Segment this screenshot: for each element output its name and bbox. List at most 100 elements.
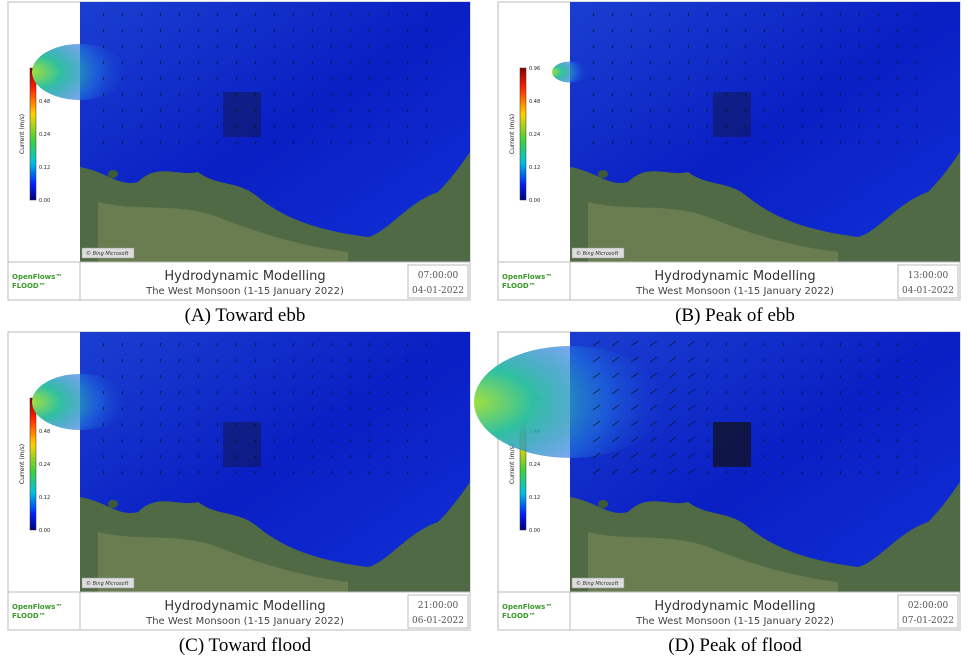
caption: (A) Toward ebb — [185, 305, 306, 326]
flow-arrow — [592, 420, 601, 427]
flow-arrow — [820, 140, 823, 145]
flow-arrow — [858, 358, 861, 363]
flow-arrow — [839, 12, 842, 17]
flow-arrow — [858, 390, 861, 395]
flow-arrow — [630, 468, 639, 475]
flow-arrow — [140, 60, 143, 65]
flow-arrow — [839, 374, 842, 379]
flow-arrow — [858, 342, 861, 347]
flow-arrow — [273, 358, 276, 363]
flow-arrow — [915, 44, 918, 49]
flow-arrow — [896, 60, 899, 65]
flow-arrow — [801, 140, 804, 145]
flow-arrow — [896, 92, 899, 97]
flow-arrow — [915, 470, 918, 475]
flow-arrow — [782, 390, 785, 395]
attribution: © Bing Microsoft — [576, 250, 619, 257]
flow-arrow — [368, 422, 371, 427]
flow-arrow — [102, 422, 105, 427]
flow-arrow — [915, 406, 918, 411]
island — [108, 500, 118, 508]
flow-arrow — [858, 28, 861, 33]
time-box — [897, 264, 959, 299]
flow-arrow — [801, 454, 804, 459]
flow-arrow — [782, 12, 785, 17]
flow-arrow — [311, 108, 314, 113]
colorbar-tick-label: 0.00 — [529, 198, 540, 204]
flow-arrow — [687, 340, 696, 347]
flow-arrow — [368, 342, 371, 347]
flow-arrow — [611, 60, 614, 65]
flow-arrow — [782, 358, 785, 363]
flow-arrow — [349, 12, 352, 17]
flow-arrow — [235, 422, 238, 427]
flow-arrow — [292, 374, 295, 379]
flow-arrow — [425, 76, 428, 81]
flow-arrow — [254, 342, 257, 347]
flow-arrow — [425, 12, 428, 17]
flow-arrow — [121, 422, 124, 427]
time: 07:00:00 — [418, 271, 459, 281]
flow-arrow — [311, 374, 314, 379]
current-hotspot — [32, 44, 128, 100]
colorbar-tick-label: 0.48 — [529, 99, 540, 105]
flow-arrow — [630, 420, 639, 427]
flow-arrow — [273, 406, 276, 411]
colorbar-tick-label: 0.24 — [529, 462, 540, 468]
brand: FLOOD™ — [12, 282, 46, 290]
flow-arrow — [330, 60, 333, 65]
flow-arrow — [254, 390, 257, 395]
flow-arrow — [858, 124, 861, 129]
flow-arrow — [102, 28, 105, 33]
flow-arrow — [425, 438, 428, 443]
flow-arrow — [915, 374, 918, 379]
flow-arrow — [649, 12, 652, 17]
flow-arrow — [425, 342, 428, 347]
flow-arrow — [801, 438, 804, 443]
flow-arrow — [216, 374, 219, 379]
flow-arrow — [820, 108, 823, 113]
flow-arrow — [311, 342, 314, 347]
map: © Bing Microsoft — [474, 332, 960, 592]
flow-arrow — [273, 390, 276, 395]
flow-arrow — [425, 422, 428, 427]
flow-arrow — [330, 76, 333, 81]
flow-arrow — [630, 372, 639, 379]
flow-arrow — [121, 124, 124, 129]
flow-arrow — [630, 452, 639, 459]
flow-arrow — [877, 12, 880, 17]
flow-arrow — [858, 76, 861, 81]
flow-arrow — [235, 374, 238, 379]
island — [598, 170, 608, 178]
flow-arrow — [330, 44, 333, 49]
flow-arrow — [121, 140, 124, 145]
flow-arrow — [877, 374, 880, 379]
flow-arrow — [178, 454, 181, 459]
colorbar-label: Current (m/s) — [19, 114, 26, 154]
flow-arrow — [611, 140, 614, 145]
flow-arrow — [197, 12, 200, 17]
flow-arrow — [611, 92, 614, 97]
flow-arrow — [197, 374, 200, 379]
flow-arrow — [311, 124, 314, 129]
flow-arrow — [668, 60, 671, 65]
flow-arrow — [292, 422, 295, 427]
flow-arrow — [801, 76, 804, 81]
flow-arrow — [877, 358, 880, 363]
flow-arrow — [121, 12, 124, 17]
flow-arrow — [387, 28, 390, 33]
flow-arrow — [668, 356, 677, 363]
flow-arrow — [292, 44, 295, 49]
flow-arrow — [121, 92, 124, 97]
flow-arrow — [706, 422, 709, 427]
flow-arrow — [782, 342, 785, 347]
flow-arrow — [725, 470, 728, 475]
flow-arrow — [102, 406, 105, 411]
flow-arrow — [216, 342, 219, 347]
flow-arrow — [763, 76, 766, 81]
flow-arrow — [178, 470, 181, 475]
caption: (C) Toward flood — [179, 635, 312, 656]
flow-arrow — [687, 372, 696, 379]
flow-arrow — [668, 420, 677, 427]
flow-arrow — [235, 92, 238, 97]
